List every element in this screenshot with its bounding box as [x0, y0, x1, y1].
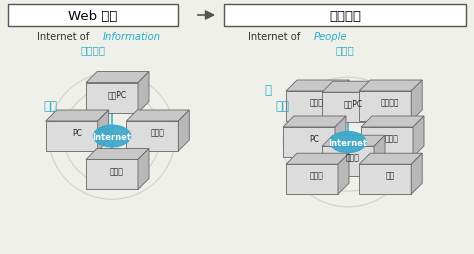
- Text: 大型机: 大型机: [385, 134, 399, 143]
- Polygon shape: [286, 92, 338, 121]
- Polygon shape: [98, 110, 109, 151]
- Polygon shape: [286, 154, 349, 165]
- Text: Internet: Internet: [92, 132, 131, 141]
- FancyBboxPatch shape: [224, 5, 466, 27]
- Text: 大型机: 大型机: [150, 128, 164, 137]
- Text: 移动PC: 移动PC: [344, 99, 363, 108]
- Ellipse shape: [330, 132, 366, 153]
- Polygon shape: [359, 81, 422, 92]
- Polygon shape: [411, 154, 422, 194]
- Text: 平板电脑: 平板电脑: [381, 98, 400, 107]
- Polygon shape: [126, 121, 178, 151]
- Polygon shape: [286, 81, 349, 92]
- Polygon shape: [361, 128, 413, 157]
- Ellipse shape: [93, 126, 131, 147]
- Polygon shape: [322, 82, 385, 93]
- Polygon shape: [374, 82, 385, 123]
- Text: 服务器: 服务器: [110, 166, 124, 175]
- Text: Internet: Internet: [328, 138, 367, 147]
- Text: Internet of: Internet of: [248, 32, 303, 42]
- Polygon shape: [46, 110, 109, 121]
- Text: 游戏机: 游戏机: [310, 171, 324, 180]
- Text: 移动PC: 移动PC: [108, 90, 127, 99]
- Polygon shape: [86, 149, 149, 160]
- Polygon shape: [413, 117, 424, 157]
- Text: 信息: 信息: [43, 100, 57, 113]
- FancyBboxPatch shape: [8, 5, 178, 27]
- Polygon shape: [359, 92, 411, 121]
- Text: People: People: [314, 32, 347, 42]
- Polygon shape: [283, 128, 335, 157]
- Text: Web 计算: Web 计算: [68, 9, 118, 22]
- Text: （信息）: （信息）: [81, 45, 106, 55]
- Polygon shape: [286, 165, 338, 194]
- Polygon shape: [46, 121, 98, 151]
- Polygon shape: [138, 72, 149, 113]
- Polygon shape: [86, 160, 138, 190]
- Polygon shape: [322, 136, 385, 147]
- Polygon shape: [338, 81, 349, 121]
- Polygon shape: [283, 117, 346, 128]
- Polygon shape: [359, 165, 411, 194]
- Polygon shape: [335, 117, 346, 157]
- Polygon shape: [86, 72, 149, 83]
- Text: PC: PC: [309, 134, 319, 143]
- Polygon shape: [322, 147, 374, 177]
- Polygon shape: [338, 154, 349, 194]
- Polygon shape: [178, 110, 189, 151]
- Polygon shape: [322, 93, 374, 123]
- Polygon shape: [411, 81, 422, 121]
- Polygon shape: [361, 117, 424, 128]
- Text: 电视机: 电视机: [310, 98, 324, 107]
- Text: 手机: 手机: [385, 171, 395, 180]
- Text: 人: 人: [264, 83, 272, 96]
- Polygon shape: [86, 83, 138, 113]
- Polygon shape: [374, 136, 385, 177]
- Text: 服务器: 服务器: [346, 153, 360, 162]
- Text: 泛在网络: 泛在网络: [329, 9, 361, 22]
- Polygon shape: [126, 110, 189, 121]
- Text: Information: Information: [103, 32, 161, 42]
- Text: PC: PC: [72, 128, 82, 137]
- Polygon shape: [138, 149, 149, 190]
- Text: （人）: （人）: [336, 45, 355, 55]
- Text: Internet of: Internet of: [37, 32, 92, 42]
- Polygon shape: [359, 154, 422, 165]
- Text: 信息: 信息: [275, 100, 289, 113]
